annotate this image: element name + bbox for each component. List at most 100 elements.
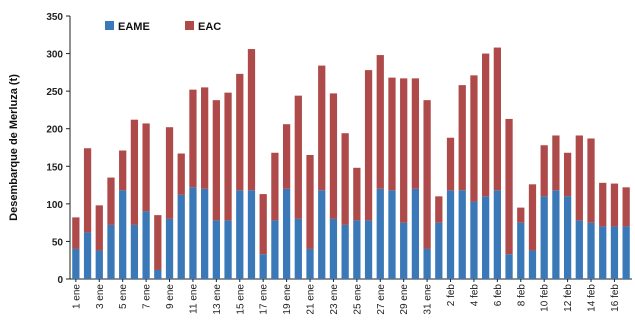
x-tick-label: 3 ene	[95, 284, 106, 309]
bar-eame-40	[528, 250, 537, 279]
bar-eac-15	[236, 73, 244, 191]
x-tick-label: 29 ene	[399, 284, 410, 315]
bar-eac-16	[247, 49, 256, 191]
bar-eame-38	[505, 254, 513, 279]
bar-eac-19	[282, 124, 291, 189]
bar-eac-48	[622, 187, 630, 227]
bar-eac-13	[212, 100, 220, 221]
bar-eac-2	[83, 148, 92, 233]
bar-eac-38	[505, 118, 513, 255]
bar-eame-19	[282, 188, 291, 279]
bar-eame-31	[423, 248, 431, 279]
y-tick-label: 200	[46, 125, 63, 136]
y-axis-title: Desembarque de Merluza (t)	[8, 74, 20, 221]
x-tick-label: 31 ene	[423, 284, 434, 315]
bar-eame-23	[329, 218, 338, 279]
x-tick-label: 21 ene	[306, 284, 317, 315]
bar-eame-44	[575, 220, 583, 279]
bar-eac-42	[552, 135, 560, 191]
x-tick-label: 16 feb	[610, 284, 621, 312]
x-tick-label: 15 ene	[235, 284, 246, 315]
legend-swatch-eac	[185, 21, 194, 30]
bar-eac-25	[353, 167, 361, 221]
x-tick-label: 23 ene	[329, 284, 340, 315]
bar-eame-26	[364, 220, 373, 279]
x-tick-label: 7 ene	[142, 284, 153, 309]
bar-eac-35	[470, 75, 478, 202]
bar-eame-28	[388, 190, 396, 279]
x-tick-label: 9 ene	[165, 284, 176, 309]
bar-eac-27	[376, 55, 384, 189]
bar-eac-47	[610, 183, 619, 227]
bar-eac-37	[493, 47, 501, 191]
bar-eame-16	[247, 190, 256, 279]
bar-eame-1	[72, 248, 80, 279]
bar-eac-7	[142, 123, 150, 212]
bar-eac-17	[259, 194, 267, 255]
bar-eac-44	[575, 135, 583, 221]
bar-eac-46	[599, 182, 607, 227]
bar-eame-3	[95, 250, 103, 279]
bar-eac-8	[154, 215, 162, 270]
bar-eac-28	[388, 77, 396, 191]
bar-eac-23	[329, 93, 338, 219]
bar-eame-25	[353, 220, 361, 279]
bar-eac-30	[411, 78, 420, 189]
bar-eame-4	[107, 224, 115, 279]
bar-eame-13	[212, 220, 220, 279]
x-tick-label: 27 ene	[376, 284, 387, 315]
y-tick-label: 50	[52, 237, 64, 248]
y-tick-label: 100	[46, 200, 63, 211]
legend: EAME EAC	[105, 21, 221, 33]
bar-eame-7	[142, 211, 150, 279]
y-tick-label: 250	[46, 87, 63, 98]
bar-eac-18	[271, 152, 279, 221]
bar-eame-2	[83, 232, 92, 279]
bar-eame-47	[610, 226, 619, 279]
bar-eame-34	[458, 190, 466, 279]
bar-eac-31	[423, 100, 431, 249]
x-tick-label: 2 feb	[446, 284, 457, 307]
y-tick-label: 300	[46, 50, 63, 61]
bar-eame-6	[130, 224, 139, 279]
bar-eac-10	[177, 153, 185, 195]
bar-eac-22	[318, 65, 326, 191]
bar-eame-15	[236, 190, 244, 279]
bar-eame-11	[189, 187, 197, 279]
x-tick-label: 4 feb	[469, 284, 480, 307]
bar-eame-5	[119, 190, 127, 279]
bar-eame-33	[446, 190, 455, 279]
bar-eac-40	[528, 184, 537, 251]
legend-label-eame: EAME	[118, 21, 150, 33]
bar-eame-24	[341, 224, 349, 279]
bar-eame-18	[271, 220, 279, 279]
bar-eac-33	[446, 137, 455, 191]
bar-eac-20	[294, 95, 302, 219]
axes: 0 50 100 150 200 250 300 350 Desembarque de Merl…	[8, 12, 632, 315]
x-tick-label: 19 ene	[282, 284, 293, 315]
bar-eame-37	[493, 190, 501, 279]
bar-eame-35	[470, 201, 478, 279]
x-tick-label: 13 ene	[212, 284, 223, 315]
x-tick-label: 10 feb	[540, 284, 551, 312]
bar-eame-43	[563, 196, 572, 279]
bar-eac-36	[482, 53, 490, 197]
bar-eame-8	[154, 269, 162, 279]
bar-eame-27	[376, 188, 384, 279]
bar-eac-5	[119, 150, 127, 191]
x-tick-label: 5 ene	[118, 284, 129, 309]
bar-eame-9	[165, 218, 174, 279]
bar-eac-26	[364, 70, 373, 221]
bar-eame-10	[177, 194, 185, 279]
y-tick-label: 350	[46, 12, 63, 23]
bar-eame-14	[224, 220, 232, 279]
bar-eame-46	[599, 226, 607, 279]
x-tick-label: 14 feb	[587, 284, 598, 312]
x-tick-label: 17 ene	[259, 284, 270, 315]
bar-eac-45	[587, 138, 595, 223]
x-tick-label: 25 ene	[352, 284, 363, 315]
bar-eame-20	[294, 218, 302, 279]
bar-eac-29	[400, 78, 408, 223]
